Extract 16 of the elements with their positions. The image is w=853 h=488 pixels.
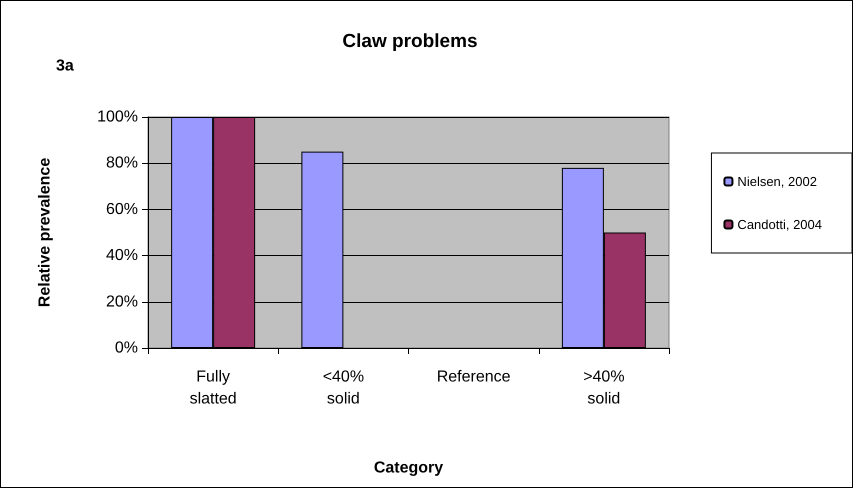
y-tick-label: 100%	[97, 108, 138, 126]
y-tick-label: 60%	[106, 200, 138, 218]
legend-label: Candotti, 2004	[737, 217, 822, 232]
y-axis-title: Relative prevalence	[36, 158, 54, 308]
legend-label: Nielsen, 2002	[737, 174, 817, 189]
x-tick-label: Fully slatted	[190, 368, 237, 408]
y-tick-label: 0%	[114, 340, 138, 356]
y-tick-label: 80%	[106, 154, 138, 172]
x-tick-label: <40% solid	[322, 368, 364, 408]
text: 3a	[56, 58, 74, 74]
chart-title: Claw problems	[342, 31, 478, 52]
x-tick-label: Reference	[436, 368, 511, 386]
x-tick-label: >40% solid	[583, 368, 625, 408]
y-tick-label: 20%	[106, 293, 138, 310]
x-axis-title: Category	[374, 460, 444, 476]
y-tick-label: 40%	[106, 247, 138, 264]
